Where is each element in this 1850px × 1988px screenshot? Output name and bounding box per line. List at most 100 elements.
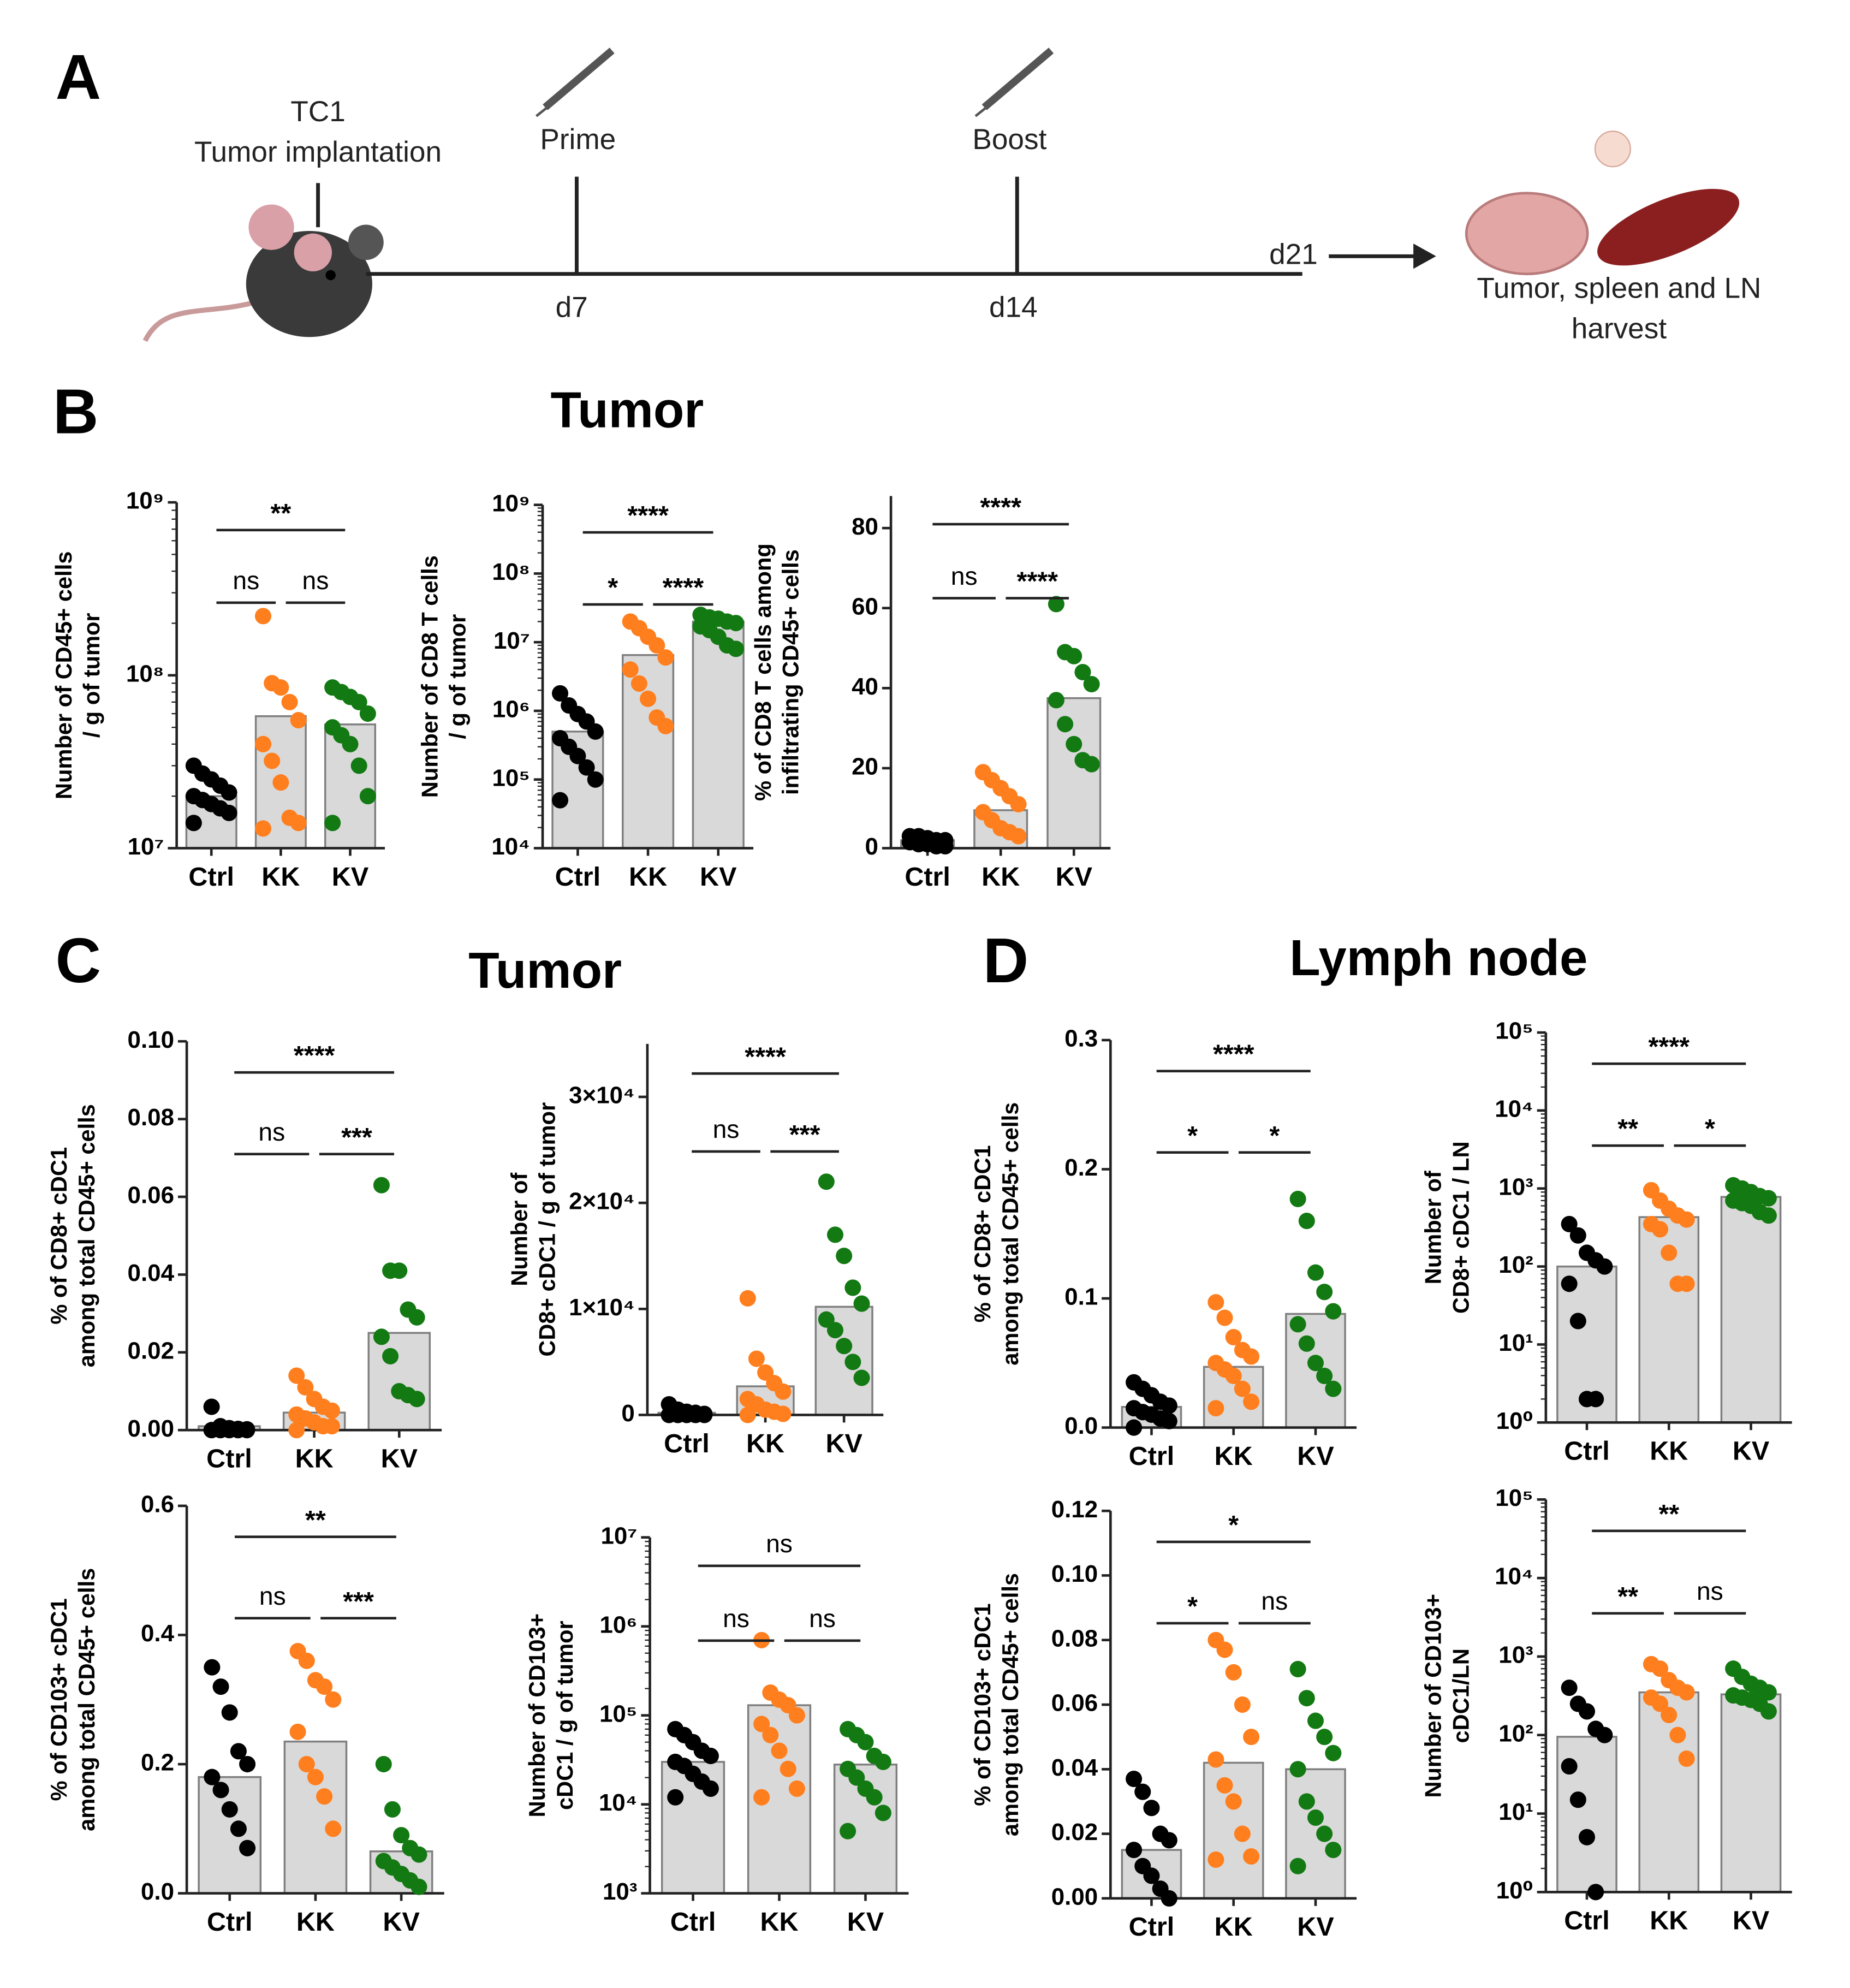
data-point <box>1561 1680 1578 1696</box>
data-point <box>649 637 665 654</box>
data-point <box>1578 1703 1596 1720</box>
timeline-day: d14 <box>989 291 1038 323</box>
data-point <box>1143 1867 1160 1884</box>
significance-label: **** <box>627 501 669 530</box>
data-point <box>272 679 289 696</box>
data-point <box>587 723 604 740</box>
data-point <box>342 735 359 752</box>
data-point <box>359 788 376 805</box>
data-point <box>826 1226 844 1243</box>
y-tick-label: 0.2 <box>141 1749 174 1776</box>
bar <box>692 620 745 850</box>
y-axis-label: among total CD45+ cells <box>74 1568 99 1831</box>
significance-label: ns <box>259 1582 286 1610</box>
data-point <box>788 1780 805 1797</box>
significance-label: ns <box>766 1529 793 1558</box>
data-point <box>316 1678 333 1695</box>
chart: Number of CD8+ cDC1 / g of tumor 0 1×10⁴ 2×1… <box>507 1042 884 1458</box>
data-point <box>359 705 376 722</box>
data-point <box>875 1753 891 1770</box>
panel-letter: B <box>53 376 98 447</box>
data-point <box>1678 1750 1695 1767</box>
x-tick-label: Ctrl <box>555 862 601 892</box>
panel-title: Tumor <box>551 382 704 438</box>
chart: Number of CD103+ cDC1/LN 10⁰ 10¹ 10² 10³ 10⁴ 10… <box>1420 1485 1792 1936</box>
data-point <box>771 1742 788 1759</box>
data-point <box>780 1760 796 1777</box>
x-tick-label: KK <box>1650 1437 1688 1466</box>
data-point <box>1561 1215 1578 1232</box>
y-tick-label: 10⁴ <box>1495 1095 1533 1122</box>
data-point <box>375 1756 392 1773</box>
data-point <box>844 1354 861 1370</box>
data-point <box>657 717 674 734</box>
y-tick-label: 0.06 <box>128 1182 174 1209</box>
y-axis-label: Number of CD103+ <box>1420 1594 1446 1797</box>
data-point <box>411 1878 427 1895</box>
data-point <box>297 1379 314 1396</box>
data-point <box>739 1407 756 1423</box>
data-point <box>288 1422 305 1439</box>
significance-label: ** <box>305 1505 326 1535</box>
bar <box>622 654 675 850</box>
data-point <box>290 711 307 729</box>
data-point <box>384 1801 401 1818</box>
data-point <box>1057 716 1074 733</box>
data-point <box>1161 1890 1177 1907</box>
x-tick-label: Ctrl <box>1564 1906 1610 1936</box>
data-point <box>1678 1211 1695 1228</box>
y-tick-label: 10⁷ <box>600 1522 637 1549</box>
x-tick-label: KV <box>383 1907 420 1937</box>
y-tick-label: 10¹ <box>1498 1799 1533 1825</box>
data-point <box>1289 1761 1306 1778</box>
significance-label: ns <box>258 1118 285 1146</box>
data-point <box>739 1290 756 1307</box>
data-point <box>373 1328 390 1345</box>
significance-label: ns <box>951 562 978 590</box>
data-point <box>1316 1825 1333 1842</box>
y-tick-label: 0.00 <box>128 1415 174 1442</box>
significance-label: **** <box>294 1041 335 1070</box>
panel-a-drawing <box>142 48 1740 342</box>
chart: % of CD103+ cDC1 among total CD45+ cells 0… <box>969 1496 1357 1942</box>
panel-letter: A <box>56 42 101 112</box>
data-point <box>1307 1712 1324 1729</box>
data-point <box>728 615 745 632</box>
y-axis-label: % of CD103+ cDC1 <box>46 1598 72 1801</box>
data-point <box>325 1820 342 1837</box>
data-point <box>254 820 272 837</box>
data-point <box>212 1782 229 1799</box>
chart: % of CD8+ cDC1 among total CD45+ cells 0.0… <box>46 1026 442 1474</box>
y-tick-label: 10⁴ <box>491 833 530 860</box>
data-point <box>840 1823 856 1839</box>
y-tick-label: 0.06 <box>1051 1690 1098 1717</box>
data-point <box>1569 1313 1586 1330</box>
y-axis-label: Number of <box>1420 1171 1446 1284</box>
y-tick-label: 20 <box>852 753 878 780</box>
significance-label: * <box>1228 1510 1239 1540</box>
y-tick-label: 10³ <box>603 1878 637 1905</box>
significance-label: * <box>1705 1114 1715 1143</box>
x-tick-label: KV <box>381 1444 418 1474</box>
bar <box>1638 1691 1700 1894</box>
x-tick-label: KV <box>332 862 369 892</box>
data-point <box>324 815 341 832</box>
data-point <box>1126 1771 1143 1788</box>
x-tick-label: KV <box>1297 1912 1334 1942</box>
data-point <box>298 1756 315 1773</box>
data-point <box>1561 1275 1578 1292</box>
data-point <box>569 747 586 764</box>
data-point <box>1561 1758 1578 1775</box>
significance-label: * <box>1269 1121 1280 1150</box>
y-tick-label: 0.3 <box>1064 1025 1098 1052</box>
data-point <box>1760 1207 1777 1224</box>
data-point <box>1225 1328 1242 1346</box>
y-tick-label: 10⁷ <box>128 833 164 860</box>
data-point <box>844 1279 861 1296</box>
y-tick-label: 10⁵ <box>599 1700 637 1727</box>
data-point <box>264 752 281 769</box>
data-point <box>1207 1851 1224 1868</box>
chart: % of CD103+ cDC1 among total CD45+ cells 0… <box>46 1491 444 1937</box>
data-point <box>1307 1809 1324 1826</box>
